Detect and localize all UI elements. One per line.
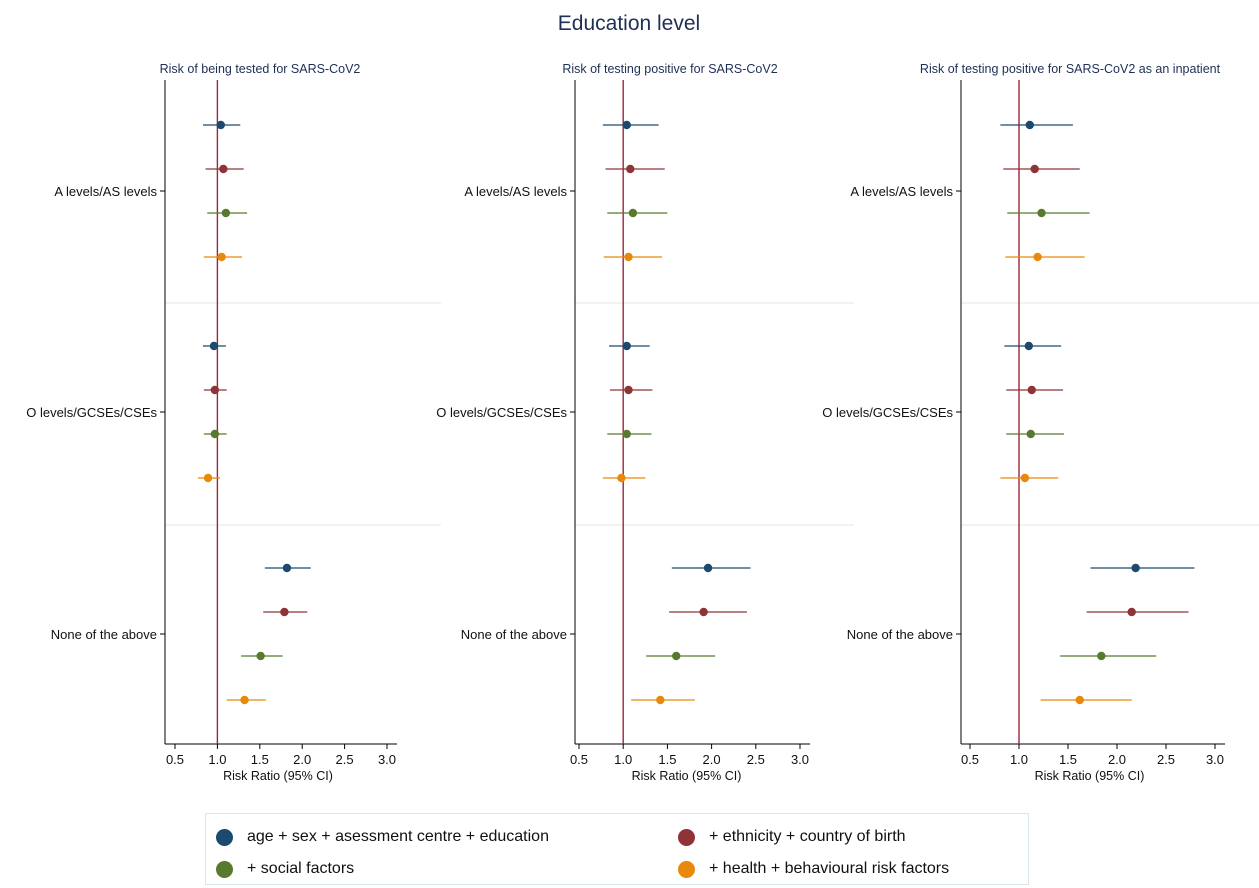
point-estimate bbox=[622, 429, 631, 439]
point-estimate bbox=[1037, 208, 1046, 218]
point-estimate bbox=[1026, 429, 1035, 439]
x-tick-label: 1.0 bbox=[614, 752, 632, 767]
x-tick-label: 1.5 bbox=[658, 752, 676, 767]
chart-panel-3: Risk of testing positive for SARS-CoV2 a… bbox=[822, 62, 1259, 783]
category-label: None of the above bbox=[461, 627, 567, 642]
legend-swatch-model-1 bbox=[216, 828, 233, 846]
point-estimate bbox=[203, 473, 213, 483]
x-tick-label: 1.0 bbox=[208, 752, 226, 767]
point-estimate bbox=[217, 252, 226, 262]
point-estimate bbox=[1127, 607, 1136, 617]
x-tick-label: 0.5 bbox=[961, 752, 979, 767]
x-tick-label: 3.0 bbox=[791, 752, 809, 767]
legend-swatch-model-3 bbox=[216, 860, 233, 878]
legend: age + sex + asessment centre + education… bbox=[205, 813, 1029, 885]
figure-title: Education level bbox=[558, 12, 700, 35]
x-tick-label: 0.5 bbox=[166, 752, 184, 767]
point-estimate bbox=[624, 385, 633, 395]
x-tick-label: 3.0 bbox=[378, 752, 396, 767]
legend-item-model-3: + social factors bbox=[216, 860, 354, 878]
point-estimate bbox=[1025, 120, 1034, 130]
point-estimate bbox=[672, 651, 681, 661]
legend-swatch-model-2 bbox=[678, 828, 695, 846]
x-axis-label: Risk Ratio (95% CI) bbox=[632, 769, 742, 783]
category-label: A levels/AS levels bbox=[54, 184, 157, 199]
legend-item-model-1: age + sex + asessment centre + education bbox=[216, 828, 549, 846]
category-label: O levels/GCSEs/CSEs bbox=[436, 405, 567, 420]
category-label: A levels/AS levels bbox=[464, 184, 567, 199]
legend-label-model-1: age + sex + asessment centre + education bbox=[247, 828, 549, 845]
x-tick-label: 2.0 bbox=[1108, 752, 1126, 767]
point-estimate bbox=[1131, 563, 1140, 573]
x-tick-label: 2.5 bbox=[336, 752, 354, 767]
point-estimate bbox=[240, 695, 249, 705]
point-estimate bbox=[280, 607, 289, 617]
x-tick-label: 0.5 bbox=[570, 752, 588, 767]
category-label: None of the above bbox=[51, 627, 157, 642]
x-axis-label: Risk Ratio (95% CI) bbox=[223, 769, 333, 783]
point-estimate bbox=[282, 563, 292, 573]
legend-label-model-2: + ethnicity + country of birth bbox=[709, 828, 906, 845]
point-estimate bbox=[656, 695, 665, 705]
x-tick-label: 2.0 bbox=[293, 752, 311, 767]
point-estimate bbox=[626, 164, 635, 174]
point-estimate bbox=[1027, 385, 1036, 395]
x-axis-label: Risk Ratio (95% CI) bbox=[1035, 769, 1145, 783]
legend-label-model-4: + health + behavioural risk factors bbox=[709, 860, 950, 877]
x-tick-label: 2.0 bbox=[703, 752, 721, 767]
point-estimate bbox=[1020, 473, 1030, 483]
category-label: O levels/GCSEs/CSEs bbox=[822, 405, 953, 420]
point-estimate bbox=[210, 429, 220, 439]
point-estimate bbox=[209, 341, 219, 351]
point-estimate bbox=[703, 563, 713, 573]
legend-label-model-3: + social factors bbox=[247, 860, 355, 877]
legend-item-model-4: + health + behavioural risk factors bbox=[678, 860, 949, 878]
panel-title: Risk of being tested for SARS-CoV2 bbox=[160, 62, 361, 76]
panel-title: Risk of testing positive for SARS-CoV2 bbox=[562, 62, 777, 76]
point-estimate bbox=[210, 385, 220, 395]
category-label: None of the above bbox=[847, 627, 953, 642]
x-tick-label: 3.0 bbox=[1206, 752, 1224, 767]
panel-title: Risk of testing positive for SARS-CoV2 a… bbox=[920, 62, 1221, 76]
chart-panel-2: Risk of testing positive for SARS-CoV2 0.… bbox=[436, 62, 854, 783]
x-tick-label: 2.5 bbox=[1157, 752, 1175, 767]
point-estimate bbox=[624, 252, 633, 262]
x-tick-label: 1.5 bbox=[251, 752, 269, 767]
point-estimate bbox=[699, 607, 708, 617]
point-estimate bbox=[1075, 695, 1084, 705]
point-estimate bbox=[216, 120, 225, 130]
point-estimate bbox=[622, 341, 631, 351]
x-tick-label: 2.5 bbox=[747, 752, 765, 767]
point-estimate bbox=[1024, 341, 1034, 351]
x-tick-label: 1.5 bbox=[1059, 752, 1077, 767]
point-estimate bbox=[256, 651, 265, 661]
point-estimate bbox=[221, 208, 231, 218]
category-label: A levels/AS levels bbox=[850, 184, 953, 199]
legend-item-model-2: + ethnicity + country of birth bbox=[678, 828, 906, 846]
point-estimate bbox=[622, 120, 631, 130]
point-estimate bbox=[1097, 651, 1106, 661]
point-estimate bbox=[1030, 164, 1039, 174]
point-estimate bbox=[219, 164, 228, 174]
point-estimate bbox=[1033, 252, 1042, 262]
point-estimate bbox=[628, 208, 638, 218]
point-estimate bbox=[617, 473, 626, 483]
category-label: O levels/GCSEs/CSEs bbox=[26, 405, 157, 420]
chart-panels: Risk of being tested for SARS-CoV2 0.5 1.0… bbox=[26, 62, 1259, 783]
x-tick-label: 1.0 bbox=[1010, 752, 1028, 767]
legend-swatch-model-4 bbox=[678, 860, 695, 878]
chart-panel-1: Risk of being tested for SARS-CoV2 0.5 1.0… bbox=[26, 62, 441, 783]
